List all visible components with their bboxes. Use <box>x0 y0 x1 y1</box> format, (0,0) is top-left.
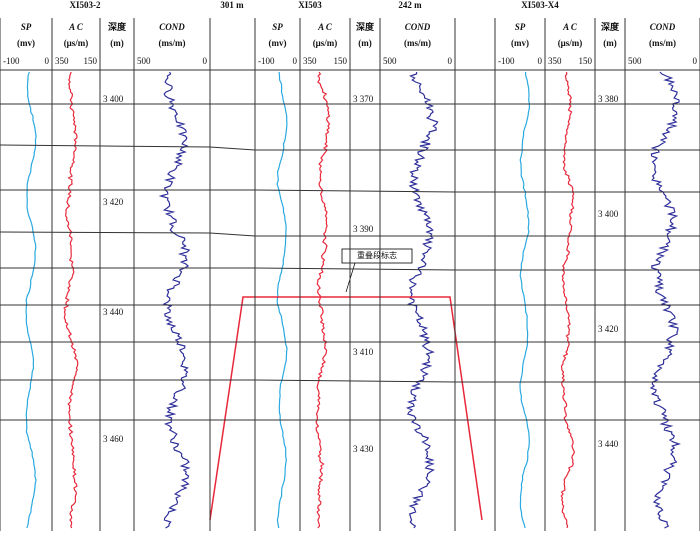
cond-curve <box>158 71 191 529</box>
track-unit: (m) <box>358 38 372 48</box>
scale-left: 500 <box>137 56 151 66</box>
track-name: 深度 <box>108 21 127 32</box>
well-name: XI503-X4 <box>521 0 559 10</box>
track-name: A C <box>317 22 333 32</box>
scale-right: 0 <box>45 56 50 66</box>
scale-right: 150 <box>334 56 348 66</box>
track-name: 深度 <box>356 21 375 32</box>
depth-label: 3 380 <box>598 94 619 104</box>
scale-left: 350 <box>55 56 69 66</box>
cond-curve <box>649 71 681 529</box>
scale-left: 350 <box>548 56 562 66</box>
scale-right: 0 <box>203 56 208 66</box>
depth-label: 3 400 <box>598 209 619 219</box>
depth-label: 3 370 <box>353 94 374 104</box>
depth-label: 3 440 <box>598 439 619 449</box>
annotation-box <box>341 248 413 264</box>
sp-curve <box>25 71 37 529</box>
track-unit: (mv) <box>511 38 529 48</box>
scale-left: -100 <box>3 56 20 66</box>
track-unit: (μs/m) <box>558 38 583 48</box>
track-unit: (μs/m) <box>313 38 338 48</box>
scale-right: 0 <box>693 56 698 66</box>
depth-label: 3 430 <box>353 444 374 454</box>
depth-label: 3 390 <box>353 224 374 234</box>
scale-right: 150 <box>579 56 593 66</box>
track-name: A C <box>68 22 84 32</box>
scale-left: -100 <box>258 56 275 66</box>
scale-right: 150 <box>84 56 98 66</box>
track-name: COND <box>159 22 185 32</box>
correlation-line <box>0 231 700 237</box>
track-unit: (ms/m) <box>649 38 676 48</box>
scale-left: 350 <box>303 56 317 66</box>
track-unit: (m) <box>110 38 124 48</box>
well-spacing: 301 m <box>220 0 244 10</box>
track-unit: (ms/m) <box>404 38 431 48</box>
well-name: XI503 <box>298 0 322 10</box>
scale-left: 500 <box>628 56 642 66</box>
depth-label: 3 410 <box>353 347 374 357</box>
track-name: COND <box>405 22 431 32</box>
correlation-line <box>0 267 700 271</box>
track-name: SP <box>515 22 526 32</box>
scale-left: -100 <box>498 56 515 66</box>
track-name: 深度 <box>601 21 620 32</box>
track-unit: (ms/m) <box>159 38 186 48</box>
ac-curve <box>315 71 331 529</box>
track-name: SP <box>272 22 283 32</box>
track-unit: (mv) <box>269 38 287 48</box>
scale-left: 500 <box>383 56 397 66</box>
track-unit: (μs/m) <box>64 38 89 48</box>
correlation-line <box>0 189 700 193</box>
depth-label: 3 440 <box>103 307 124 317</box>
track-name: A C <box>562 22 578 32</box>
scale-right: 0 <box>538 56 543 66</box>
well-spacing: 242 m <box>398 0 422 10</box>
ac-curve <box>560 71 576 529</box>
cond-curve <box>405 71 439 529</box>
scale-right: 0 <box>448 56 453 66</box>
depth-label: 3 400 <box>103 94 124 104</box>
ac-curve <box>63 71 79 529</box>
well-name: XI503-2 <box>70 0 101 10</box>
annotation: 重叠段标志 <box>357 250 397 260</box>
correlation-line <box>0 144 700 151</box>
sp-curve <box>519 71 531 529</box>
scale-right: 0 <box>293 56 298 66</box>
fan-outline <box>209 296 483 521</box>
curves <box>25 71 681 529</box>
sp-curve <box>276 71 288 529</box>
track-name: SP <box>21 22 32 32</box>
correlation-line <box>0 379 700 383</box>
depth-label: 3 420 <box>103 197 124 207</box>
track-name: COND <box>650 22 676 32</box>
track-unit: (mv) <box>17 38 35 48</box>
depth-label: 3 420 <box>598 324 619 334</box>
track-unit: (m) <box>603 38 617 48</box>
depth-label: 3 460 <box>103 434 124 444</box>
